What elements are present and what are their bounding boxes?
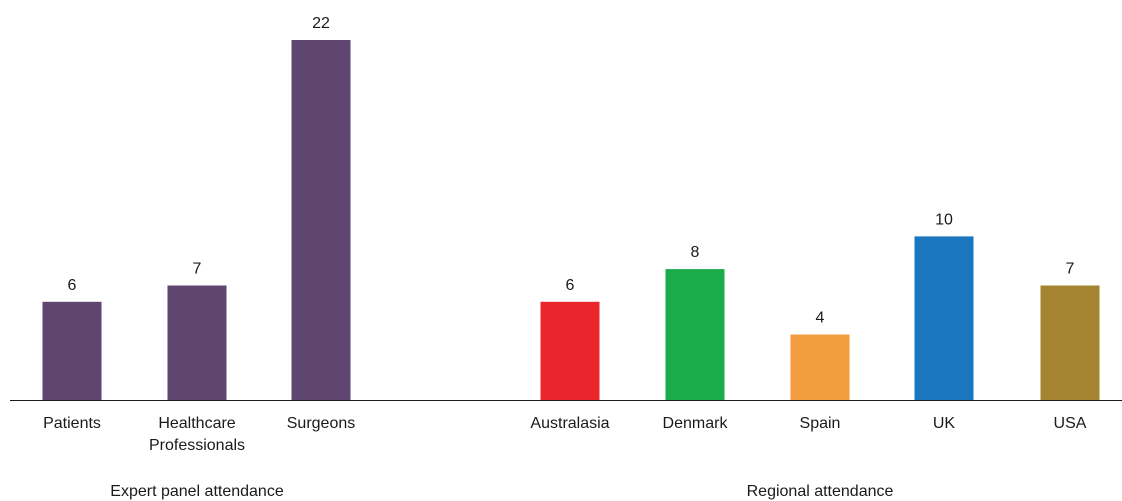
group-title-2: Regional attendance — [747, 483, 894, 500]
tick-label-uk: UK — [933, 415, 956, 432]
value-label-patients: 6 — [68, 277, 77, 294]
value-label-surgeons: 22 — [312, 15, 330, 32]
tick-label-usa: USA — [1054, 415, 1087, 432]
bar-australasia — [541, 302, 600, 400]
tick-label-spain: Spain — [800, 415, 841, 432]
tick-label-healthcare-professionals-line-1: Healthcare — [158, 415, 235, 432]
value-label-australasia: 6 — [566, 277, 575, 294]
bar-spain — [791, 335, 850, 401]
tick-label-australasia: Australasia — [530, 415, 609, 432]
bar-healthcare-professionals — [168, 286, 227, 401]
bar-denmark — [666, 269, 725, 400]
group-title-1: Expert panel attendance — [110, 483, 284, 500]
value-label-spain: 4 — [816, 310, 825, 327]
bar-usa — [1041, 286, 1100, 401]
value-label-denmark: 8 — [691, 244, 700, 261]
tick-label-surgeons: Surgeons — [287, 415, 356, 432]
tick-label-denmark: Denmark — [663, 415, 729, 432]
value-label-healthcare-professionals: 7 — [193, 261, 202, 278]
tick-label-healthcare-professionals-line-2: Professionals — [149, 437, 245, 454]
bar-patients — [43, 302, 102, 400]
tick-label-patients: Patients — [43, 415, 101, 432]
bar-uk — [915, 236, 974, 400]
bar-surgeons — [292, 40, 351, 400]
value-label-usa: 7 — [1066, 261, 1075, 278]
value-label-uk: 10 — [935, 211, 953, 228]
